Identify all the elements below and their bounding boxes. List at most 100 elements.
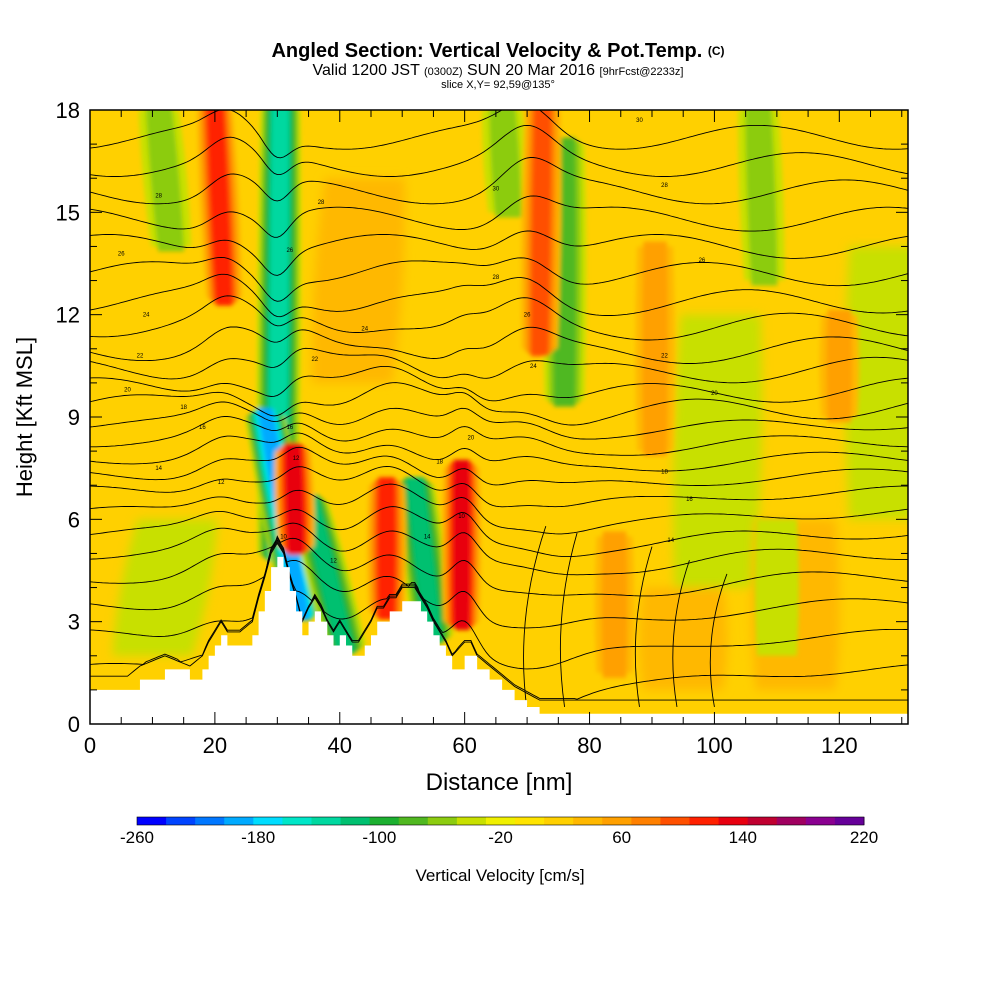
title-unit: (C) — [708, 44, 725, 58]
colorbar-swatch — [282, 817, 312, 825]
colorbar-tick-label: -180 — [241, 828, 275, 847]
downdraft-band — [394, 477, 454, 644]
contour-label: 26 — [699, 258, 706, 264]
colorbar-swatch — [311, 817, 342, 825]
downdraft-band — [672, 314, 763, 588]
contour-label: 22 — [137, 354, 144, 360]
theta-contour — [90, 273, 908, 318]
theta-contour — [90, 326, 908, 364]
contour-label: 24 — [361, 326, 368, 332]
colorbar-swatch — [660, 817, 691, 825]
downdraft-band — [482, 110, 529, 218]
contour-label: 10 — [280, 534, 287, 540]
downdraft-band — [738, 110, 785, 286]
theta-contour — [90, 535, 908, 597]
x-axis-label: Distance [nm] — [426, 769, 573, 796]
x-tick-label: 80 — [577, 733, 601, 758]
velocity-level--60 — [745, 110, 778, 286]
updraft-core — [594, 531, 635, 678]
updraft-core — [366, 477, 407, 620]
colorbar-swatch — [515, 817, 545, 825]
valid-time-line: Valid 1200 JST (0300Z) SUN 20 Mar 2016 [… — [313, 62, 684, 79]
velocity-level-60 — [826, 309, 853, 422]
colorbar-swatch — [456, 817, 487, 825]
velocity-level--40 — [112, 519, 218, 656]
chart-title: Angled Section: Vertical Velocity & Pot.… — [271, 40, 724, 62]
contour-label: 28 — [661, 183, 668, 189]
contour-label: 26 — [286, 248, 293, 254]
downdraft-band — [138, 110, 192, 252]
x-tick-label: 100 — [696, 733, 733, 758]
velocity-level-140 — [285, 442, 304, 555]
colorbar-swatch — [398, 817, 429, 825]
updraft-core — [639, 587, 728, 690]
theta-contour — [90, 538, 908, 670]
contour-label: 26 — [524, 313, 531, 319]
theta-contour — [90, 157, 908, 205]
colorbar-swatch — [834, 817, 865, 825]
theta-contour — [90, 401, 908, 440]
contour-label: 18 — [436, 459, 443, 465]
theta-contour — [90, 416, 908, 456]
theta-contour — [90, 295, 908, 341]
contour-label: 22 — [311, 357, 318, 363]
contour-label: 26 — [118, 251, 125, 257]
velocity-level--40 — [672, 314, 763, 588]
theta-contour — [90, 110, 908, 159]
velocity-level-40 — [639, 587, 728, 690]
y-tick-label: 12 — [56, 303, 80, 328]
x-tick-label: 60 — [452, 733, 476, 758]
velocity-level-120 — [207, 110, 233, 306]
y-tick-label: 6 — [68, 507, 80, 532]
downdraft-band — [112, 519, 218, 656]
contour-label: 24 — [530, 364, 537, 370]
terrain-mask — [90, 556, 908, 724]
colorbar-swatch — [253, 817, 283, 825]
updraft-core — [521, 110, 562, 357]
updraft-core — [312, 178, 405, 383]
colorbar-swatch — [805, 817, 836, 825]
theta-contour — [672, 560, 690, 708]
velocity-level-140 — [453, 459, 470, 630]
colorbar-swatch — [544, 817, 574, 825]
theta-contour — [90, 483, 908, 535]
theta-contour — [90, 230, 908, 276]
theta-contour — [90, 542, 908, 701]
colorbar-swatch — [485, 817, 516, 825]
vertical-velocity-field: 14 16 18 20 22 24 26 28 12 26 28 24 22 16 12 10 12 14 18 20… — [90, 110, 908, 724]
contour-label: 20 — [468, 435, 475, 441]
colorbar-label: Vertical Velocity [cm/s] — [415, 866, 584, 885]
slice-subtitle: slice X,Y= 92,59@135° — [441, 79, 555, 91]
velocity-level-60 — [601, 531, 628, 678]
theta-contour — [90, 466, 908, 508]
colorbar-tick-label: -260 — [120, 828, 154, 847]
contour-label: 14 — [424, 534, 431, 540]
theta-contour — [559, 532, 578, 708]
contour-label: 12 — [293, 456, 300, 462]
colorbar-tick-label: 60 — [612, 828, 631, 847]
contour-label: 28 — [155, 193, 162, 199]
theta-contour — [90, 124, 908, 177]
contour-label: 16 — [199, 425, 206, 431]
theta-contour — [90, 382, 908, 426]
theta-contour — [90, 256, 908, 302]
contour-label: 30 — [493, 186, 500, 192]
velocity-level--60 — [145, 110, 185, 252]
colorbar-tick-label: -20 — [488, 828, 513, 847]
contour-label: 18 — [661, 470, 668, 476]
updraft-core — [441, 459, 482, 630]
colorbar-swatch — [427, 817, 458, 825]
plot-axes: 0 20 40 60 80 100 120 0 3 6 9 12 15 18 — [56, 98, 909, 758]
theta-contour — [709, 573, 728, 708]
contour-label: 30 — [636, 118, 643, 124]
velocity-level--60 — [489, 110, 522, 218]
colorbar-swatch — [195, 817, 225, 825]
colorbar-swatch — [776, 817, 807, 825]
contour-label: 24 — [143, 313, 150, 319]
theta-contour — [90, 522, 908, 576]
contour-label: 28 — [318, 200, 325, 206]
theta-contour — [90, 195, 908, 238]
contour-label: 12 — [330, 558, 337, 564]
velocity-level-100 — [531, 110, 552, 357]
